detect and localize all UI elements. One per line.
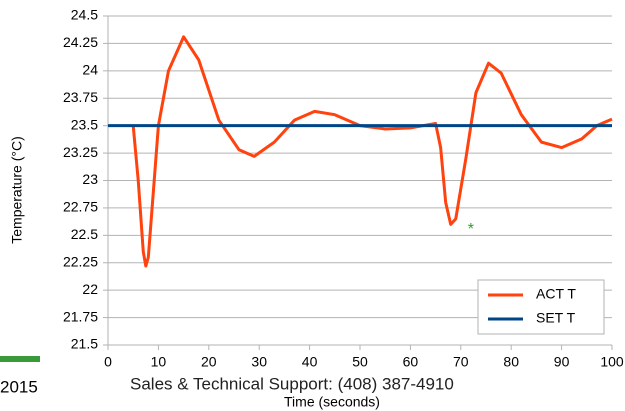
- y-tick-label: 23.75: [63, 89, 98, 105]
- x-tick-label: 60: [403, 354, 419, 370]
- x-tick-label: 30: [251, 354, 267, 370]
- legend-label: SET T: [536, 310, 576, 326]
- x-tick-label: 70: [453, 354, 469, 370]
- footer-year: 2015: [0, 377, 38, 396]
- y-tick-label: 22.5: [71, 226, 98, 242]
- x-tick-label: 20: [201, 354, 217, 370]
- x-tick-label: 0: [104, 354, 112, 370]
- x-tick-label: 40: [302, 354, 318, 370]
- y-axis-label: Temperature (°C): [9, 136, 25, 244]
- y-tick-label: 22.75: [63, 199, 98, 215]
- x-tick-label: 80: [503, 354, 519, 370]
- y-tick-label: 22.25: [63, 253, 98, 269]
- y-tick-label: 21.75: [63, 308, 98, 324]
- x-axis-label: Time (seconds): [284, 394, 380, 410]
- legend-box: [477, 279, 605, 335]
- y-tick-label: 23.5: [71, 116, 98, 132]
- footer-bar: [0, 356, 40, 362]
- y-tick-label: 23.25: [63, 144, 98, 160]
- footer-support: Sales & Technical Support: (408) 387-491…: [130, 374, 454, 393]
- x-tick-label: 50: [352, 354, 368, 370]
- y-tick-label: 22: [82, 281, 98, 297]
- x-tick-label: 10: [151, 354, 167, 370]
- y-tick-label: 24.5: [71, 7, 98, 23]
- y-tick-label: 21.5: [71, 336, 98, 352]
- y-tick-label: 23: [82, 171, 98, 187]
- y-tick-label: 24.25: [63, 34, 98, 50]
- y-tick-label: 24: [82, 62, 98, 78]
- legend-label: ACT T: [536, 286, 576, 302]
- annotation: *: [468, 221, 474, 238]
- x-tick-label: 100: [600, 354, 624, 370]
- x-tick-label: 90: [554, 354, 570, 370]
